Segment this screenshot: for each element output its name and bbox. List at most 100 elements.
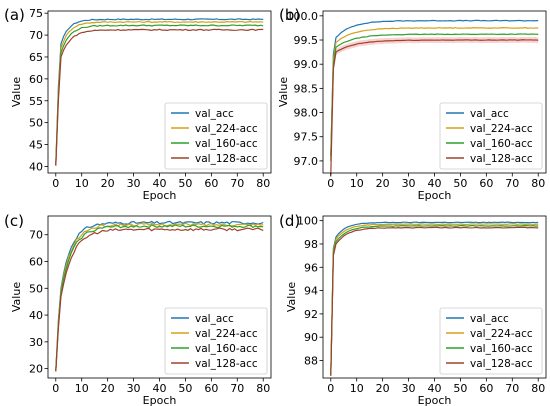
series-line-val_acc [55, 220, 264, 372]
x-tick-label: 80 [531, 382, 545, 395]
x-tick-label: 60 [479, 382, 493, 395]
x-tick-label: 20 [101, 382, 115, 395]
x-tick-label: 40 [153, 382, 167, 395]
series-line-val_224-acc [330, 27, 539, 157]
y-tick-label: 100.0 [287, 10, 319, 23]
x-tick-label: 60 [204, 382, 218, 395]
legend-entry-val_128-acc: val_128-acc [195, 153, 258, 165]
x-tick-label: 0 [327, 382, 334, 395]
x-axis-label: Epoch [418, 394, 452, 406]
x-tick-label: 20 [376, 177, 390, 190]
legend-entry-val_160-acc: val_160-acc [195, 138, 258, 150]
legend-entry-val_224-acc: val_224-acc [195, 328, 258, 340]
legend-entry-val_224-acc: val_224-acc [470, 328, 533, 340]
series-line-val_160-acc [55, 224, 264, 372]
panel-d: (d) 0 10 20 30 40 50 60 70 80 88 90 92 94 96 98 100 Epoch… [279, 212, 547, 406]
y-tick-label: 98.5 [294, 82, 319, 95]
y-axis-label: Value [10, 282, 23, 312]
legend-entry-val_128-acc: val_128-acc [470, 358, 533, 370]
y-tick-label: 50 [29, 117, 43, 130]
x-tick-label: 0 [52, 177, 59, 190]
y-tick-label: 50 [29, 282, 43, 295]
x-tick-label: 20 [376, 382, 390, 395]
y-tick-label: 60 [29, 73, 43, 86]
x-tick-label: 70 [230, 177, 244, 190]
y-tick-label: 99.0 [294, 58, 319, 71]
y-tick-label: 30 [29, 336, 43, 349]
x-tick-label: 50 [453, 382, 467, 395]
y-tick-label: 88 [304, 355, 318, 368]
y-tick-label: 40 [29, 160, 43, 173]
x-tick-label: 50 [178, 382, 192, 395]
y-tick-label: 55 [29, 95, 43, 108]
y-tick-label: 100 [297, 215, 318, 228]
series-line-val_160-acc [330, 224, 539, 376]
legend-entry-val_acc: val_acc [195, 108, 234, 120]
y-tick-label: 75 [29, 7, 43, 20]
panel-b: (b) 0 10 20 30 40 50 60 70 80 97.0 97.5 98.0 98.5 99.0… [277, 6, 547, 202]
y-tick-label: 96 [304, 261, 318, 274]
y-tick-label: 92 [304, 308, 318, 321]
y-axis-label: Value [10, 77, 23, 107]
legend-entry-val_160-acc: val_160-acc [470, 138, 533, 150]
x-tick-label: 40 [153, 177, 167, 190]
y-tick-label: 20 [29, 363, 43, 376]
legend: val_acc val_224-acc val_160-acc val_128-acc [164, 307, 268, 375]
legend-entry-val_acc: val_acc [470, 108, 509, 120]
legend-entry-val_160-acc: val_160-acc [195, 343, 258, 355]
y-tick-label: 94 [304, 285, 318, 298]
series-line-val_128-acc [55, 28, 264, 166]
y-axis-label: Value [285, 282, 298, 312]
x-tick-label: 30 [402, 382, 416, 395]
series-line-val_128-acc [55, 227, 264, 372]
y-tick-label: 45 [29, 139, 43, 152]
x-tick-label: 0 [52, 382, 59, 395]
legend-entry-val_acc: val_acc [470, 313, 509, 325]
panel-label: (a) [4, 6, 25, 24]
legend: val_acc val_224-acc val_160-acc val_128-acc [164, 102, 268, 170]
legend: val_acc val_224-acc val_160-acc val_128-acc [439, 307, 543, 375]
x-tick-label: 60 [479, 177, 493, 190]
x-tick-label: 10 [350, 177, 364, 190]
legend-entry-val_224-acc: val_224-acc [470, 123, 533, 135]
legend-box [439, 307, 543, 375]
x-tick-label: 0 [327, 177, 334, 190]
panel-label: (b) [279, 6, 300, 24]
x-tick-label: 10 [75, 177, 89, 190]
y-tick-label: 97.5 [294, 131, 319, 144]
panel-label: (c) [4, 212, 24, 230]
y-tick-label: 65 [29, 51, 43, 64]
x-tick-label: 70 [505, 177, 519, 190]
y-tick-label: 90 [304, 331, 318, 344]
panel-a: (a) 0 10 20 30 40 50 60 70 80 40 45 50 55 60 65 70 75 Epoc… [4, 6, 272, 202]
y-tick-label: 60 [29, 256, 43, 269]
y-axis-label: Value [277, 77, 290, 107]
panel-c: (c) 0 10 20 30 40 50 60 70 80 20 30 40 50 60 70 Epoch Val… [4, 212, 272, 406]
series-line-val_128-acc [330, 226, 539, 376]
legend-entry-val_acc: val_acc [195, 313, 234, 325]
series-line-val_160-acc [330, 33, 539, 161]
x-axis-label: Epoch [418, 189, 452, 202]
x-tick-label: 30 [402, 177, 416, 190]
legend-entry-val_128-acc: val_128-acc [470, 153, 533, 165]
series-line-val_acc [330, 19, 539, 157]
series-line-val_acc [330, 221, 539, 376]
y-tick-label: 98 [304, 238, 318, 251]
x-tick-label: 60 [204, 177, 218, 190]
x-tick-label: 30 [127, 177, 141, 190]
series-line-val_acc [55, 18, 264, 166]
y-tick-label: 70 [29, 229, 43, 242]
y-tick-label: 99.5 [294, 34, 319, 47]
legend-entry-val_160-acc: val_160-acc [470, 343, 533, 355]
x-tick-label: 10 [75, 382, 89, 395]
y-tick-label: 98.0 [294, 107, 319, 120]
panel-label: (d) [279, 212, 300, 230]
legend-box [164, 307, 268, 375]
x-axis-label: Epoch [143, 189, 177, 202]
legend-entry-val_128-acc: val_128-acc [195, 358, 258, 370]
legend-box [164, 102, 268, 170]
x-tick-label: 80 [531, 177, 545, 190]
legend-entry-val_224-acc: val_224-acc [195, 123, 258, 135]
x-tick-label: 70 [230, 382, 244, 395]
